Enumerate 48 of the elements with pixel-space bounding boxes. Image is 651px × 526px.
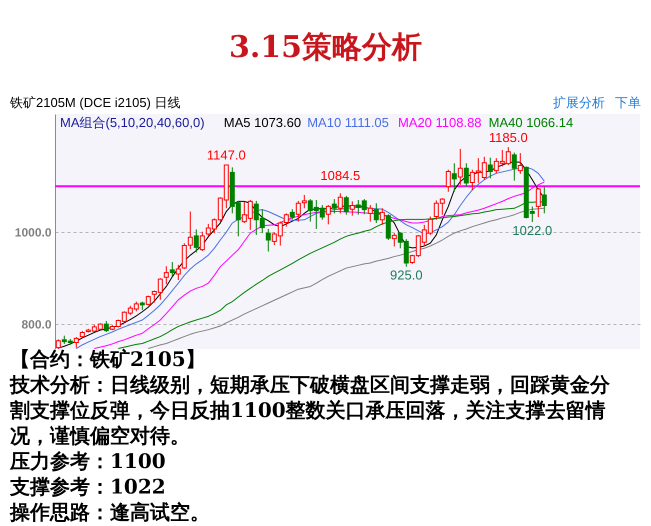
- text: 操作思路：逢高试空。: [9, 500, 210, 524]
- candlestick: [458, 148, 463, 186]
- candlestick: [386, 214, 391, 241]
- candlestick: [488, 157, 493, 179]
- candlestick: [266, 228, 271, 252]
- text: 技术分析：日线级别，短期承压下破横盘区间支撑走弱，回踩黄金分割支撑位反弹，今日反抽1100整数关口承压回落，关注支撑去留情况，谨慎偏空对待。: [9, 372, 611, 448]
- chart-title: 3.15策略分析: [228, 30, 422, 65]
- text: MA5 1073.60: [224, 115, 302, 130]
- text: 支撑参考：1022: [9, 474, 166, 498]
- candlestick: [194, 228, 199, 253]
- text: 扩展分析: [553, 95, 605, 110]
- candlestick: [170, 262, 175, 277]
- annotation: 925.0: [390, 268, 423, 283]
- legend-title: MA组合(5,10,20,40,60,0): [60, 115, 205, 130]
- candlestick: [104, 320, 109, 332]
- annotation: 1185.0: [488, 130, 528, 146]
- candlestick: [200, 231, 205, 252]
- candlestick: [374, 202, 379, 224]
- candlestick: [344, 195, 349, 216]
- text: MA20 1108.88: [398, 115, 482, 130]
- text: MA10 1111.05: [307, 115, 389, 130]
- candlestick: [176, 264, 181, 281]
- candlestick: [164, 266, 169, 285]
- candlestick: [368, 204, 373, 222]
- text: MA40 1066.14: [488, 115, 574, 130]
- annotation: 1147.0: [206, 148, 246, 163]
- candlestick: [518, 152, 523, 174]
- y-tick-label: 1000.0: [14, 226, 52, 240]
- text: 压力参考：1100: [9, 449, 166, 473]
- candlestick: [452, 162, 457, 192]
- candlestick: [380, 208, 385, 226]
- chart-subtitle: 铁矿2105M (DCE i2105) 日线: [9, 95, 180, 110]
- text: 下单: [615, 95, 641, 110]
- candlestick: [146, 295, 151, 306]
- annotation: 【合约：铁矿2105】: [10, 347, 206, 371]
- annotation: 1084.5: [320, 168, 360, 184]
- candlestick: [512, 152, 517, 182]
- candlestick: [446, 169, 451, 192]
- candlestick: [350, 200, 355, 216]
- candlestick: [326, 204, 331, 225]
- candlestick: [338, 192, 343, 214]
- candlestick: [392, 232, 397, 247]
- candlestick: [332, 198, 337, 214]
- annotation: 1022.0: [512, 223, 552, 238]
- candlestick: [464, 162, 469, 188]
- candlestick: [536, 188, 541, 218]
- y-tick-label: 800.0: [21, 318, 52, 332]
- candlestick: [290, 208, 295, 220]
